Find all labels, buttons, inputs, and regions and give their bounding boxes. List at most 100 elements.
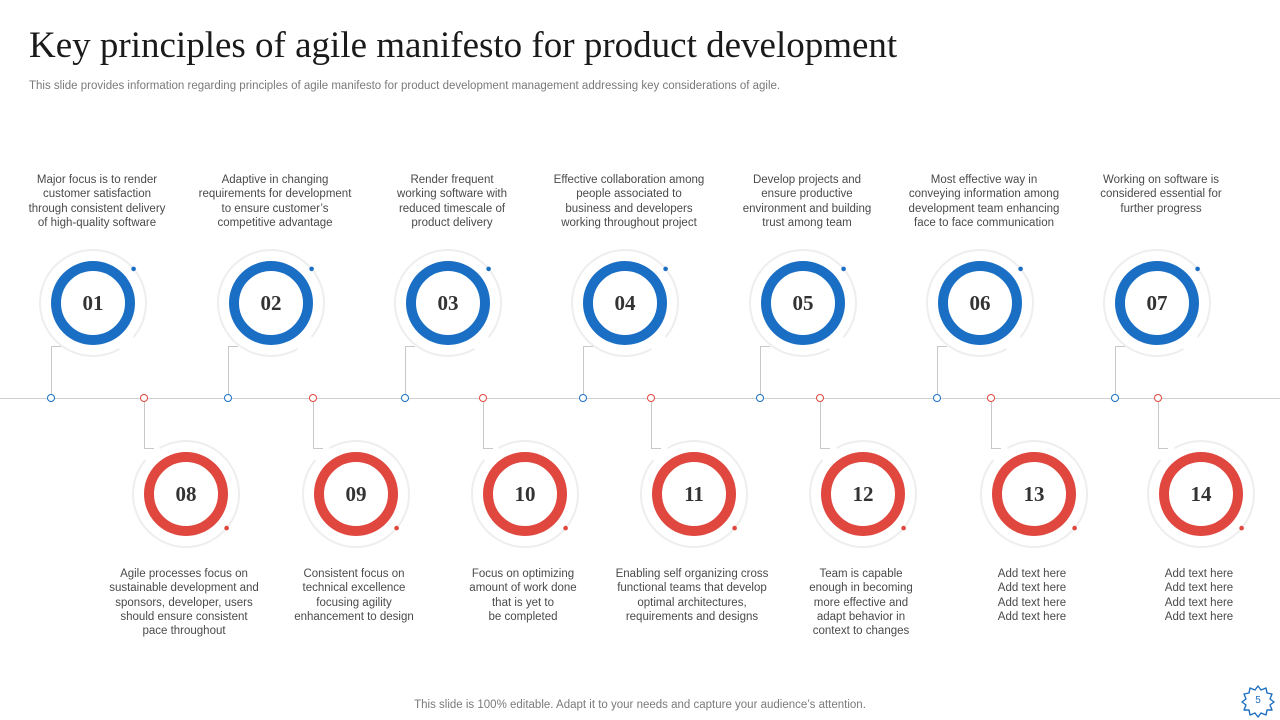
- connector-line: [820, 448, 830, 449]
- connector-line: [991, 402, 992, 448]
- principle-description-14: Add text here Add text here Add text her…: [1164, 568, 1234, 623]
- connector-line: [483, 402, 484, 448]
- connector-line: [228, 346, 229, 394]
- step-number: 12: [852, 482, 874, 506]
- principle-circle-10: 10: [470, 439, 580, 549]
- connector-line: [820, 402, 821, 448]
- step-number: 06: [969, 291, 991, 315]
- step-number: 13: [1023, 482, 1045, 506]
- connector-line: [483, 448, 493, 449]
- progress-ring: [394, 249, 502, 357]
- page-number-badge: 5: [1241, 684, 1275, 718]
- principle-circle-12: 12: [808, 439, 918, 549]
- principle-description-01: Major focus is to render customer satisf…: [28, 174, 166, 229]
- step-number: 04: [614, 291, 636, 315]
- connector-line: [51, 346, 52, 394]
- timeline-dot-03: [401, 394, 409, 402]
- step-number: 02: [260, 291, 282, 315]
- progress-ring: [926, 249, 1034, 357]
- principle-circle-04: 04: [570, 248, 680, 358]
- step-number: 05: [792, 291, 814, 315]
- slide-subtitle: This slide provides information regardin…: [29, 80, 781, 92]
- progress-ring: [749, 249, 857, 357]
- connector-line: [651, 402, 652, 448]
- connector-line: [937, 346, 947, 347]
- step-number: 11: [684, 482, 704, 506]
- footer-note: This slide is 100% editable. Adapt it to…: [414, 699, 866, 711]
- timeline-dot-09: [309, 394, 317, 402]
- principle-circle-11: 11: [639, 439, 749, 549]
- timeline-dot-14: [1154, 394, 1162, 402]
- principle-circle-14: 14: [1146, 439, 1256, 549]
- slide-title: Key principles of agile manifesto for pr…: [29, 25, 898, 66]
- principle-description-05: Develop projects and ensure productive e…: [742, 174, 872, 229]
- connector-line: [1115, 346, 1116, 394]
- connector-line: [144, 402, 145, 448]
- timeline-dot-05: [756, 394, 764, 402]
- progress-ring: [980, 440, 1088, 548]
- progress-ring: [1147, 440, 1255, 548]
- connector-line: [760, 346, 770, 347]
- progress-ring: [640, 440, 748, 548]
- connector-line: [51, 346, 61, 347]
- principle-circle-05: 05: [748, 248, 858, 358]
- connector-line: [991, 448, 1001, 449]
- progress-ring: [471, 440, 579, 548]
- timeline-dot-10: [479, 394, 487, 402]
- principle-description-12: Team is capable enough in becoming more …: [809, 568, 913, 638]
- connector-line: [405, 346, 415, 347]
- timeline-dot-13: [987, 394, 995, 402]
- principle-description-04: Effective collaboration among people ass…: [553, 174, 705, 229]
- timeline-dot-06: [933, 394, 941, 402]
- timeline-dot-08: [140, 394, 148, 402]
- step-number: 09: [345, 482, 367, 506]
- connector-line: [760, 346, 761, 394]
- connector-line: [1158, 448, 1168, 449]
- timeline-dot-12: [816, 394, 824, 402]
- connector-line: [583, 346, 593, 347]
- principle-circle-07: 07: [1102, 248, 1212, 358]
- progress-ring: [302, 440, 410, 548]
- principle-circle-02: 02: [216, 248, 326, 358]
- principle-circle-01: 01: [38, 248, 148, 358]
- progress-ring: [809, 440, 917, 548]
- principle-circle-08: 08: [131, 439, 241, 549]
- timeline-dot-07: [1111, 394, 1119, 402]
- principle-description-08: Agile processes focus on sustainable dev…: [109, 568, 259, 638]
- progress-ring: [217, 249, 325, 357]
- connector-line: [144, 448, 154, 449]
- step-number: 10: [514, 482, 536, 506]
- progress-ring: [132, 440, 240, 548]
- step-number: 01: [82, 291, 104, 315]
- connector-line: [651, 448, 661, 449]
- principle-description-13: Add text here Add text here Add text her…: [997, 568, 1067, 623]
- connector-line: [405, 346, 406, 394]
- principle-description-06: Most effective way in conveying informat…: [908, 174, 1060, 229]
- principle-circle-09: 09: [301, 439, 411, 549]
- step-number: 07: [1146, 291, 1168, 315]
- timeline-dot-02: [224, 394, 232, 402]
- step-number: 14: [1190, 482, 1212, 506]
- timeline-dot-11: [647, 394, 655, 402]
- principle-description-03: Render frequent working software with re…: [397, 174, 507, 229]
- timeline-line: [0, 398, 1280, 399]
- progress-ring: [39, 249, 147, 357]
- step-number: 08: [175, 482, 197, 506]
- connector-line: [1115, 346, 1125, 347]
- connector-line: [228, 346, 238, 347]
- connector-line: [937, 346, 938, 394]
- connector-line: [1158, 402, 1159, 448]
- step-number: 03: [437, 291, 459, 315]
- principle-description-02: Adaptive in changing requirements for de…: [198, 174, 352, 229]
- progress-ring: [571, 249, 679, 357]
- principle-description-09: Consistent focus on technical excellence…: [294, 568, 414, 623]
- progress-ring: [1103, 249, 1211, 357]
- principle-circle-13: 13: [979, 439, 1089, 549]
- principle-circle-06: 06: [925, 248, 1035, 358]
- principle-circle-03: 03: [393, 248, 503, 358]
- connector-line: [313, 402, 314, 448]
- gear-icon: [1241, 685, 1275, 718]
- principle-description-07: Working on software is considered essent…: [1100, 174, 1222, 215]
- connector-line: [583, 346, 584, 394]
- timeline-dot-01: [47, 394, 55, 402]
